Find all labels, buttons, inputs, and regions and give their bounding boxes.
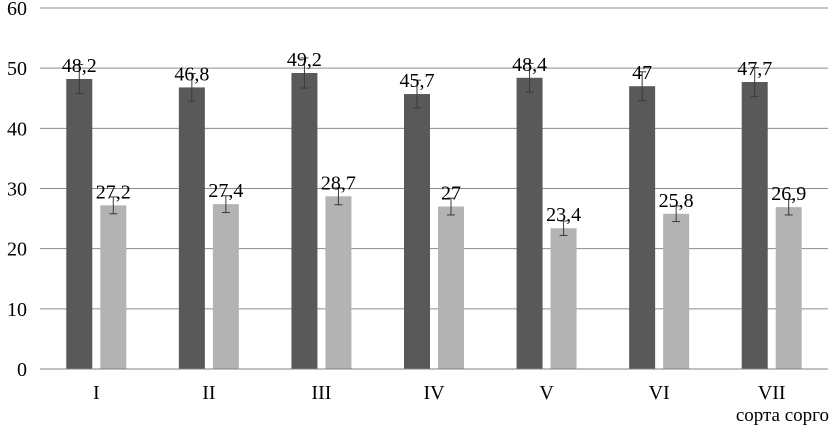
error-bar bbox=[559, 220, 568, 236]
bar-series-2-V bbox=[550, 228, 577, 369]
data-label: 49,2 bbox=[287, 49, 322, 71]
data-label: 27 bbox=[441, 183, 461, 205]
y-tick-label: 0 bbox=[17, 359, 27, 381]
x-tick-label: I bbox=[93, 382, 100, 404]
x-tick-label: V bbox=[539, 382, 554, 404]
error-bar bbox=[784, 198, 793, 216]
y-tick-label: 20 bbox=[7, 239, 27, 261]
x-axis-tick-labels: I II III IV V VI VII bbox=[93, 382, 786, 404]
data-label: 23,4 bbox=[546, 204, 581, 226]
error-bar bbox=[221, 195, 230, 214]
y-tick-label: 60 bbox=[7, 0, 27, 20]
error-bars bbox=[75, 57, 793, 236]
error-bar bbox=[187, 73, 196, 102]
bar-series-2-I bbox=[100, 205, 127, 369]
bar-series-1-IV bbox=[404, 94, 430, 369]
error-bar bbox=[109, 196, 118, 215]
error-bar bbox=[300, 57, 309, 89]
data-label: 48,2 bbox=[62, 55, 97, 77]
data-label: 46,8 bbox=[174, 63, 209, 85]
bar-series-1-V bbox=[516, 77, 543, 369]
error-bar bbox=[75, 64, 84, 94]
gridlines bbox=[40, 7, 828, 310]
x-tick-label: III bbox=[311, 382, 331, 404]
y-tick-label: 10 bbox=[7, 299, 27, 321]
data-label: 28,7 bbox=[321, 172, 356, 194]
bar-series-1-III bbox=[291, 72, 318, 369]
data-label: 48,4 bbox=[512, 54, 547, 76]
error-bar bbox=[413, 79, 421, 109]
bar-series-1-I bbox=[66, 78, 93, 369]
bars bbox=[66, 72, 802, 370]
error-bar bbox=[638, 71, 647, 102]
x-tick-label: II bbox=[202, 382, 215, 404]
error-bar bbox=[525, 62, 534, 93]
bar-series-2-VI bbox=[663, 213, 690, 369]
error-bar bbox=[750, 67, 759, 97]
x-tick-label: VI bbox=[649, 382, 670, 404]
error-bar bbox=[672, 205, 681, 223]
error-bar bbox=[334, 187, 343, 206]
bar-series-1-II bbox=[178, 87, 205, 370]
data-label: 47 bbox=[632, 62, 652, 84]
y-tick-label: 30 bbox=[7, 179, 27, 201]
bar-series-2-VII bbox=[775, 207, 802, 369]
y-axis-tick-labels: 0 10 20 30 40 50 60 bbox=[7, 0, 27, 381]
y-tick-label: 50 bbox=[7, 58, 27, 80]
x-tick-label: VII bbox=[758, 382, 786, 404]
data-label: 26,9 bbox=[771, 183, 806, 205]
bar-series-1-VI bbox=[629, 86, 656, 369]
error-bar bbox=[447, 197, 455, 216]
y-tick-label: 40 bbox=[7, 118, 27, 140]
bar-series-2-II bbox=[212, 204, 239, 369]
data-label: 45,7 bbox=[400, 70, 435, 92]
x-axis-label: сорта сорго bbox=[736, 405, 829, 426]
data-labels: 48,2 27,2 46,8 27,4 49,2 28,7 45,7 27 48,4 23,4 47… bbox=[62, 49, 806, 226]
x-tick-label: IV bbox=[423, 382, 445, 404]
bar-series-2-IV bbox=[438, 206, 464, 369]
data-label: 47,7 bbox=[737, 58, 772, 80]
bar-series-1-VII bbox=[741, 82, 768, 369]
data-label: 27,2 bbox=[96, 181, 131, 203]
bar-series-2-III bbox=[325, 196, 352, 369]
data-label: 27,4 bbox=[208, 180, 243, 202]
data-label: 25,8 bbox=[659, 190, 694, 212]
